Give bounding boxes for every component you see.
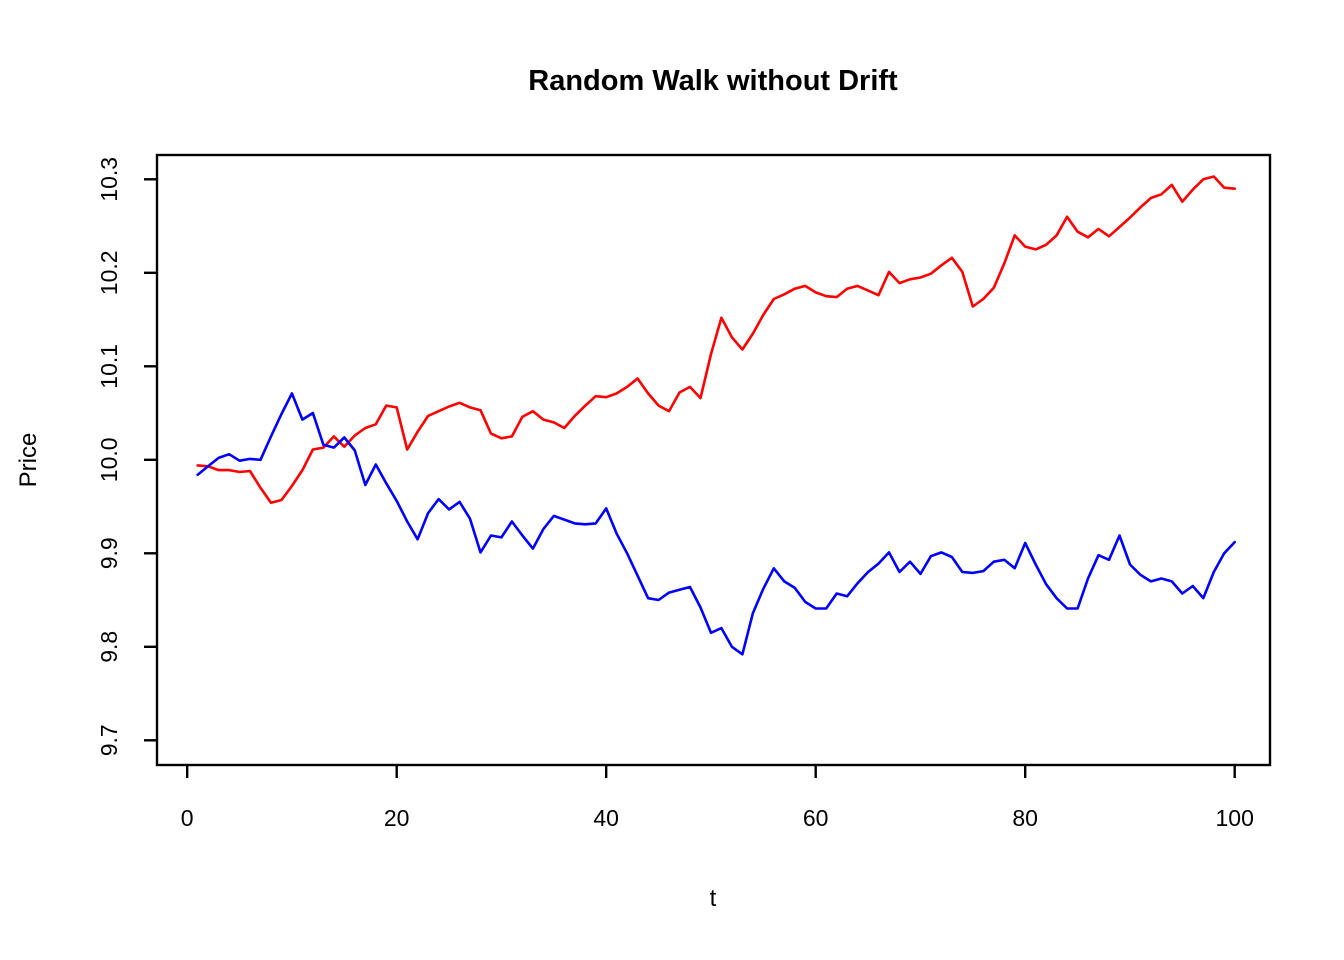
x-tick-label: 60 [803,805,829,831]
y-tick-label: 10.0 [96,437,122,482]
x-tick-label: 80 [1012,805,1038,831]
y-tick-label: 9.7 [96,724,122,756]
x-tick-label: 40 [593,805,619,831]
y-axis: 9.7 9.8 9.9 10.0 10.1 10.2 10.3 [96,157,157,756]
series-line-random-walk-blue [196,392,1236,656]
chart-title: Random Walk without Drift [528,65,898,97]
x-axis-label: t [710,885,717,912]
series-layer [196,175,1236,656]
x-tick-label: 100 [1216,805,1254,831]
y-tick-label: 10.2 [96,250,122,295]
y-tick-label: 10.3 [96,157,122,202]
y-tick-label: 10.1 [96,344,122,389]
series-line-random-walk-red [196,175,1236,505]
x-tick-label: 20 [384,805,410,831]
y-tick-label: 9.8 [96,631,122,663]
x-axis: 0 20 40 60 80 100 [181,765,1254,831]
y-axis-label: Price [15,433,42,488]
y-tick-label: 9.9 [96,537,122,569]
x-tick-label: 0 [181,805,194,831]
plot-frame [155,153,1272,767]
